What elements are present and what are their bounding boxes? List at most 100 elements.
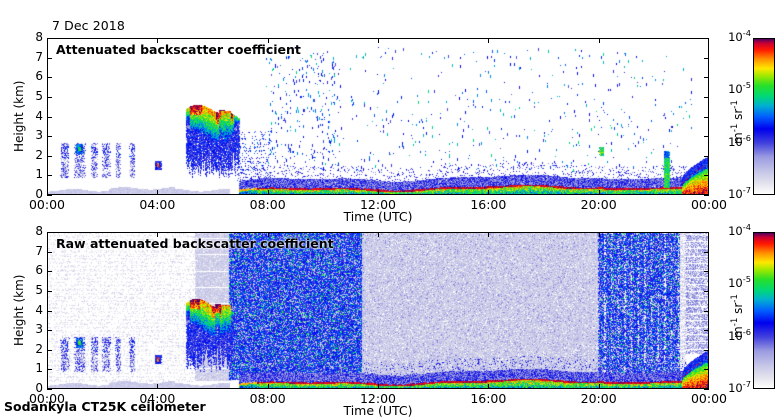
y-tick-mark bbox=[47, 58, 52, 59]
x-tick-mark bbox=[157, 38, 158, 43]
x-tick-mark-bottom bbox=[488, 384, 489, 389]
panel1-colorbar-gradient bbox=[754, 39, 774, 194]
y-tick-mark bbox=[47, 232, 52, 233]
x-tick-mark bbox=[378, 232, 379, 237]
x-tick-mark-bottom bbox=[157, 190, 158, 195]
colorbar-tick-label: 10-4 bbox=[728, 28, 751, 44]
y-tick-mark bbox=[47, 350, 52, 351]
y-tick-mark-right bbox=[704, 97, 709, 98]
y-tick-mark bbox=[47, 136, 52, 137]
x-tick-label: 20:00 bbox=[580, 391, 617, 406]
x-tick-label: 20:00 bbox=[580, 197, 617, 212]
y-tick-mark bbox=[47, 389, 52, 390]
y-tick-mark bbox=[47, 38, 52, 39]
panel2-colorbar bbox=[753, 232, 775, 389]
y-tick-mark bbox=[47, 77, 52, 78]
y-tick-label: 1 bbox=[35, 167, 43, 182]
x-tick-label: 04:00 bbox=[139, 197, 176, 212]
y-tick-mark-right bbox=[704, 156, 709, 157]
x-tick-mark bbox=[378, 38, 379, 43]
y-tick-mark-right bbox=[704, 369, 709, 370]
x-tick-mark bbox=[488, 232, 489, 237]
x-tick-mark-bottom bbox=[268, 190, 269, 195]
y-tick-mark bbox=[47, 330, 52, 331]
x-tick-mark bbox=[268, 232, 269, 237]
y-tick-mark bbox=[47, 156, 52, 157]
x-tick-label: 08:00 bbox=[249, 391, 286, 406]
y-tick-label: 5 bbox=[35, 88, 43, 103]
colorbar-tick-label: 10-7 bbox=[728, 185, 751, 201]
y-tick-label: 1 bbox=[35, 361, 43, 376]
y-tick-mark bbox=[47, 175, 52, 176]
colorbar-tick-label: 10-6 bbox=[728, 132, 751, 149]
y-tick-label: 7 bbox=[35, 49, 43, 64]
y-tick-mark-right bbox=[704, 350, 709, 351]
x-tick-mark-bottom bbox=[599, 190, 600, 195]
y-tick-label: 2 bbox=[35, 147, 43, 162]
y-tick-label: 7 bbox=[35, 243, 43, 258]
x-tick-mark-bottom bbox=[378, 384, 379, 389]
y-tick-mark bbox=[47, 369, 52, 370]
y-tick-label: 3 bbox=[35, 322, 43, 337]
y-tick-mark-right bbox=[704, 271, 709, 272]
x-tick-label: 12:00 bbox=[359, 197, 397, 212]
x-tick-label: 00:00 bbox=[690, 391, 728, 406]
y-tick-mark-right bbox=[704, 232, 709, 233]
x-tick-label: 00:00 bbox=[28, 197, 66, 212]
y-tick-mark-right bbox=[704, 58, 709, 59]
y-tick-mark-right bbox=[704, 195, 709, 196]
y-tick-mark-right bbox=[704, 175, 709, 176]
y-tick-mark-right bbox=[704, 252, 709, 253]
y-tick-label: 3 bbox=[35, 128, 43, 143]
y-tick-mark-right bbox=[704, 330, 709, 331]
x-tick-mark bbox=[268, 38, 269, 43]
x-tick-mark-bottom bbox=[378, 190, 379, 195]
x-tick-label: 16:00 bbox=[470, 197, 507, 212]
panel1-heatmap-canvas bbox=[48, 39, 708, 194]
panel2-colorbar-unit: m-1 sr-1 bbox=[730, 294, 745, 338]
panel2-plot-area[interactable] bbox=[47, 232, 709, 389]
y-tick-label: 4 bbox=[35, 302, 43, 317]
x-tick-mark-bottom bbox=[268, 384, 269, 389]
x-tick-label: 00:00 bbox=[690, 197, 728, 212]
date-label: 7 Dec 2018 bbox=[52, 18, 125, 33]
x-tick-mark bbox=[157, 232, 158, 237]
x-tick-mark bbox=[488, 38, 489, 43]
y-tick-mark bbox=[47, 117, 52, 118]
x-tick-mark bbox=[599, 38, 600, 43]
y-tick-label: 6 bbox=[35, 69, 43, 84]
panel2-heatmap-canvas bbox=[48, 233, 708, 388]
panel2-x-axis-label: Time (UTC) bbox=[343, 403, 413, 418]
panel1-x-axis-label: Time (UTC) bbox=[343, 209, 413, 224]
y-tick-label: 6 bbox=[35, 263, 43, 278]
panel2-colorbar-gradient bbox=[754, 233, 774, 388]
y-tick-mark bbox=[47, 291, 52, 292]
panel1-title: Attenuated backscatter coefficient bbox=[56, 42, 301, 57]
x-tick-mark bbox=[599, 232, 600, 237]
y-tick-mark bbox=[47, 195, 52, 196]
x-tick-label: 08:00 bbox=[249, 197, 286, 212]
y-tick-label: 4 bbox=[35, 108, 43, 123]
y-tick-mark-right bbox=[704, 389, 709, 390]
x-tick-label: 00:00 bbox=[28, 391, 66, 406]
colorbar-tick-label: 10-4 bbox=[728, 222, 751, 238]
x-tick-label: 16:00 bbox=[470, 391, 507, 406]
y-tick-label: 5 bbox=[35, 282, 43, 297]
colorbar-tick-label: 10-6 bbox=[728, 326, 751, 343]
y-tick-mark-right bbox=[704, 291, 709, 292]
y-tick-mark-right bbox=[704, 136, 709, 137]
panel2-title: Raw attenuated backscatter coefficient bbox=[56, 236, 334, 251]
panel1-plot-area[interactable] bbox=[47, 38, 709, 195]
y-tick-mark-right bbox=[704, 38, 709, 39]
y-tick-mark bbox=[47, 97, 52, 98]
y-tick-mark-right bbox=[704, 311, 709, 312]
x-tick-mark-bottom bbox=[599, 384, 600, 389]
colorbar-tick-label: 10-5 bbox=[728, 274, 751, 291]
y-tick-label: 0 bbox=[35, 187, 43, 201]
y-tick-mark-right bbox=[704, 77, 709, 78]
x-tick-label: 12:00 bbox=[359, 391, 397, 406]
y-tick-label: 8 bbox=[35, 224, 43, 238]
x-tick-mark-bottom bbox=[488, 190, 489, 195]
y-tick-label: 2 bbox=[35, 341, 43, 356]
